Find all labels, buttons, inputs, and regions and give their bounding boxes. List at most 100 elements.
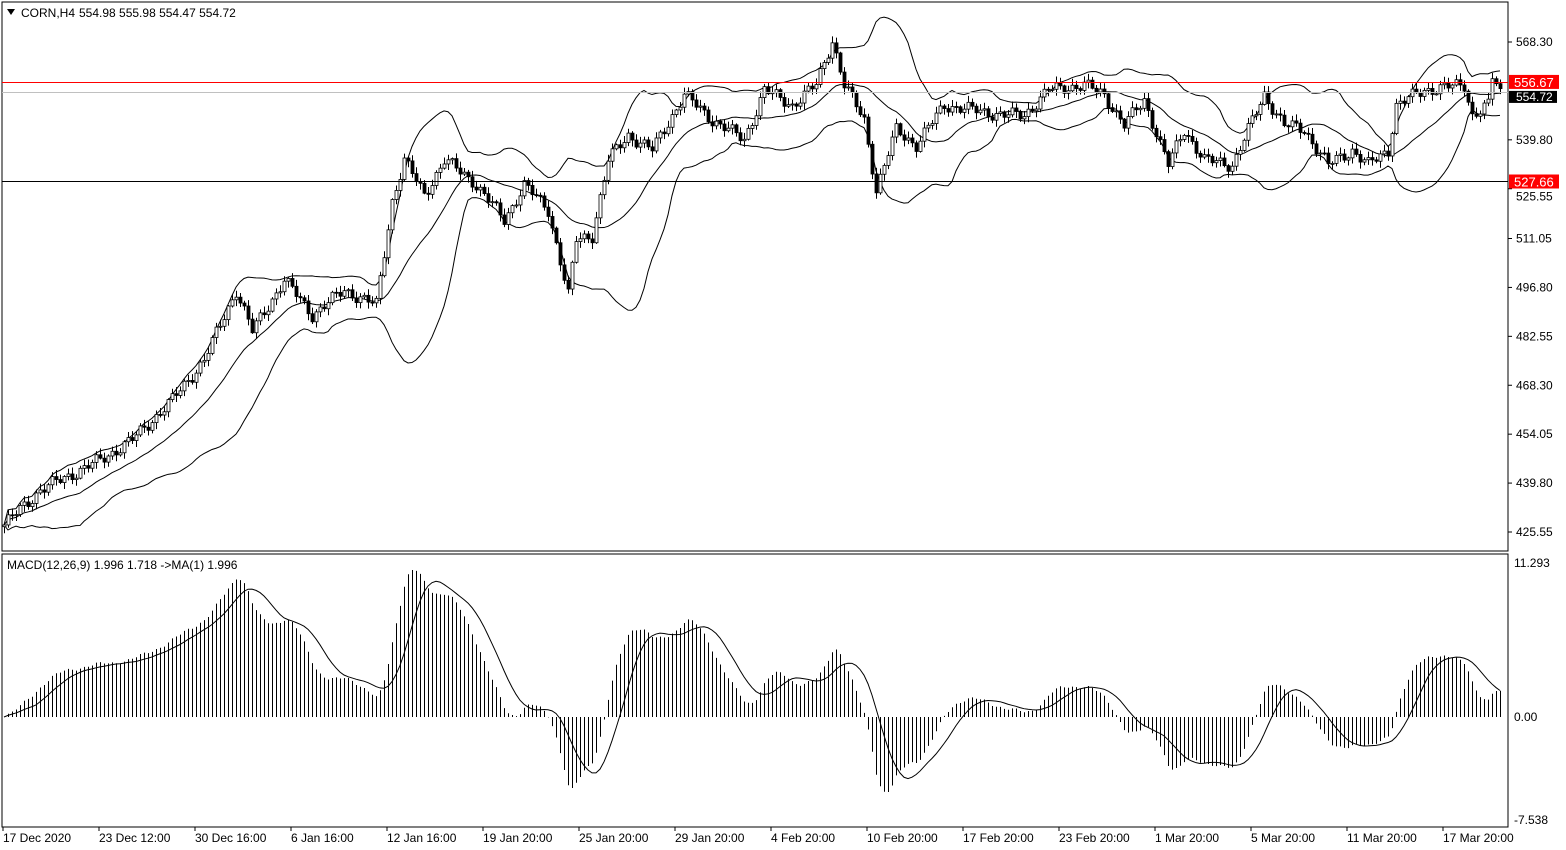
bull-candle: [730, 124, 735, 129]
bull-candle: [1130, 107, 1135, 117]
dropdown-triangle-icon[interactable]: [7, 9, 15, 15]
bull-candle: [178, 390, 183, 396]
bull-candle: [1170, 152, 1175, 167]
time-tick-label: 23 Feb 20:00: [1059, 831, 1130, 845]
bull-candle: [886, 155, 891, 166]
bull-candle: [194, 372, 199, 383]
bear-candle: [334, 291, 339, 294]
bull-candle: [602, 179, 607, 196]
bear-candle: [130, 437, 135, 441]
bear-candle: [1030, 108, 1035, 112]
bear-candle: [554, 227, 559, 244]
horizontal-lines[interactable]: [2, 82, 1508, 182]
level-label-bg: [1509, 174, 1559, 189]
bull-candle: [1350, 148, 1355, 159]
bull-candle: [1142, 98, 1147, 109]
bull-candle: [186, 380, 191, 382]
bull-candle: [814, 84, 819, 90]
bear-candle: [1166, 151, 1171, 167]
bear-candle: [902, 134, 907, 141]
bear-candle: [474, 186, 479, 191]
bear-candle: [350, 289, 355, 299]
bull-candle: [1054, 82, 1059, 90]
time-tick-label: 4 Feb 20:00: [771, 831, 835, 845]
bear-candle: [1306, 132, 1311, 135]
bull-candle: [1202, 154, 1207, 158]
bear-candle: [102, 457, 107, 463]
bear-candle: [910, 137, 915, 144]
bull-candle: [374, 297, 379, 304]
bear-candle: [1002, 111, 1007, 118]
bear-candle: [914, 142, 919, 152]
bull-candle: [118, 452, 123, 456]
bull-candle: [1234, 153, 1239, 167]
bull-candle: [1246, 123, 1251, 141]
bull-candle: [222, 319, 227, 327]
time-tick-label: 19 Jan 20:00: [483, 831, 553, 845]
bull-candle: [2, 524, 7, 528]
bull-candle: [682, 93, 687, 108]
macd-signal-line: [3, 580, 1501, 780]
bull-candle: [398, 179, 403, 191]
bull-candle: [1366, 157, 1371, 161]
bull-candle: [462, 171, 467, 175]
bull-candle: [1006, 114, 1011, 118]
bull-candle: [1290, 120, 1295, 128]
bear-candle: [1326, 152, 1331, 164]
level-label-bg: [1509, 74, 1559, 89]
bull-candle: [594, 217, 599, 244]
bear-candle: [370, 301, 375, 304]
bull-candle: [1490, 78, 1495, 100]
bull-candle: [1070, 84, 1075, 92]
bear-candle: [1122, 118, 1127, 129]
bear-candle: [406, 157, 411, 162]
price-axis: 568.30 539.80 525.55 511.05 496.80 482.55 468.…: [1508, 35, 1559, 827]
bear-candle: [1466, 90, 1471, 103]
bull-candle: [1010, 107, 1015, 116]
bear-candle: [1386, 150, 1391, 157]
bear-candle: [550, 216, 555, 229]
bear-candle: [1278, 113, 1283, 116]
bear-candle: [990, 116, 995, 121]
current-price-label: 554.72: [1516, 90, 1553, 104]
bear-candle: [1058, 82, 1063, 87]
price-tick-label: 482.55: [1516, 329, 1553, 343]
bull-candle: [1382, 150, 1387, 155]
bull-candle: [1274, 113, 1279, 116]
bull-candle: [1082, 81, 1087, 91]
bull-candle: [1338, 153, 1343, 156]
time-tick-label: 17 Dec 2020: [3, 831, 71, 845]
bull-candle: [1114, 110, 1119, 113]
bear-candle: [1446, 82, 1451, 89]
bear-candle: [42, 489, 47, 493]
bear-candle: [566, 279, 571, 290]
bear-candle: [1358, 154, 1363, 163]
price-tick-label: 511.05: [1516, 232, 1552, 246]
bull-candle: [254, 320, 259, 334]
bear-candle: [174, 393, 179, 396]
bull-candle: [490, 201, 495, 204]
bear-candle: [1322, 152, 1327, 155]
bear-candle: [1226, 165, 1231, 172]
bull-candle: [1098, 88, 1103, 93]
bull-candle: [1398, 100, 1403, 104]
bear-candle: [874, 173, 879, 194]
bull-candle: [674, 109, 679, 115]
bear-candle: [526, 180, 531, 186]
bear-candle: [1118, 110, 1123, 120]
bull-candle: [362, 294, 367, 298]
bear-candle: [810, 85, 815, 90]
bollinger-bands: [3, 16, 1501, 531]
bull-candle: [918, 140, 923, 152]
bull-candle: [878, 173, 883, 194]
bull-candle: [1026, 108, 1031, 117]
bull-candle: [1438, 84, 1443, 95]
bear-candle: [842, 71, 847, 89]
bull-candle: [1362, 159, 1367, 163]
bear-candle: [290, 278, 295, 287]
bull-candle: [746, 127, 751, 140]
bull-candle: [390, 199, 395, 231]
bull-candle: [798, 102, 803, 107]
bull-candle: [574, 241, 579, 263]
